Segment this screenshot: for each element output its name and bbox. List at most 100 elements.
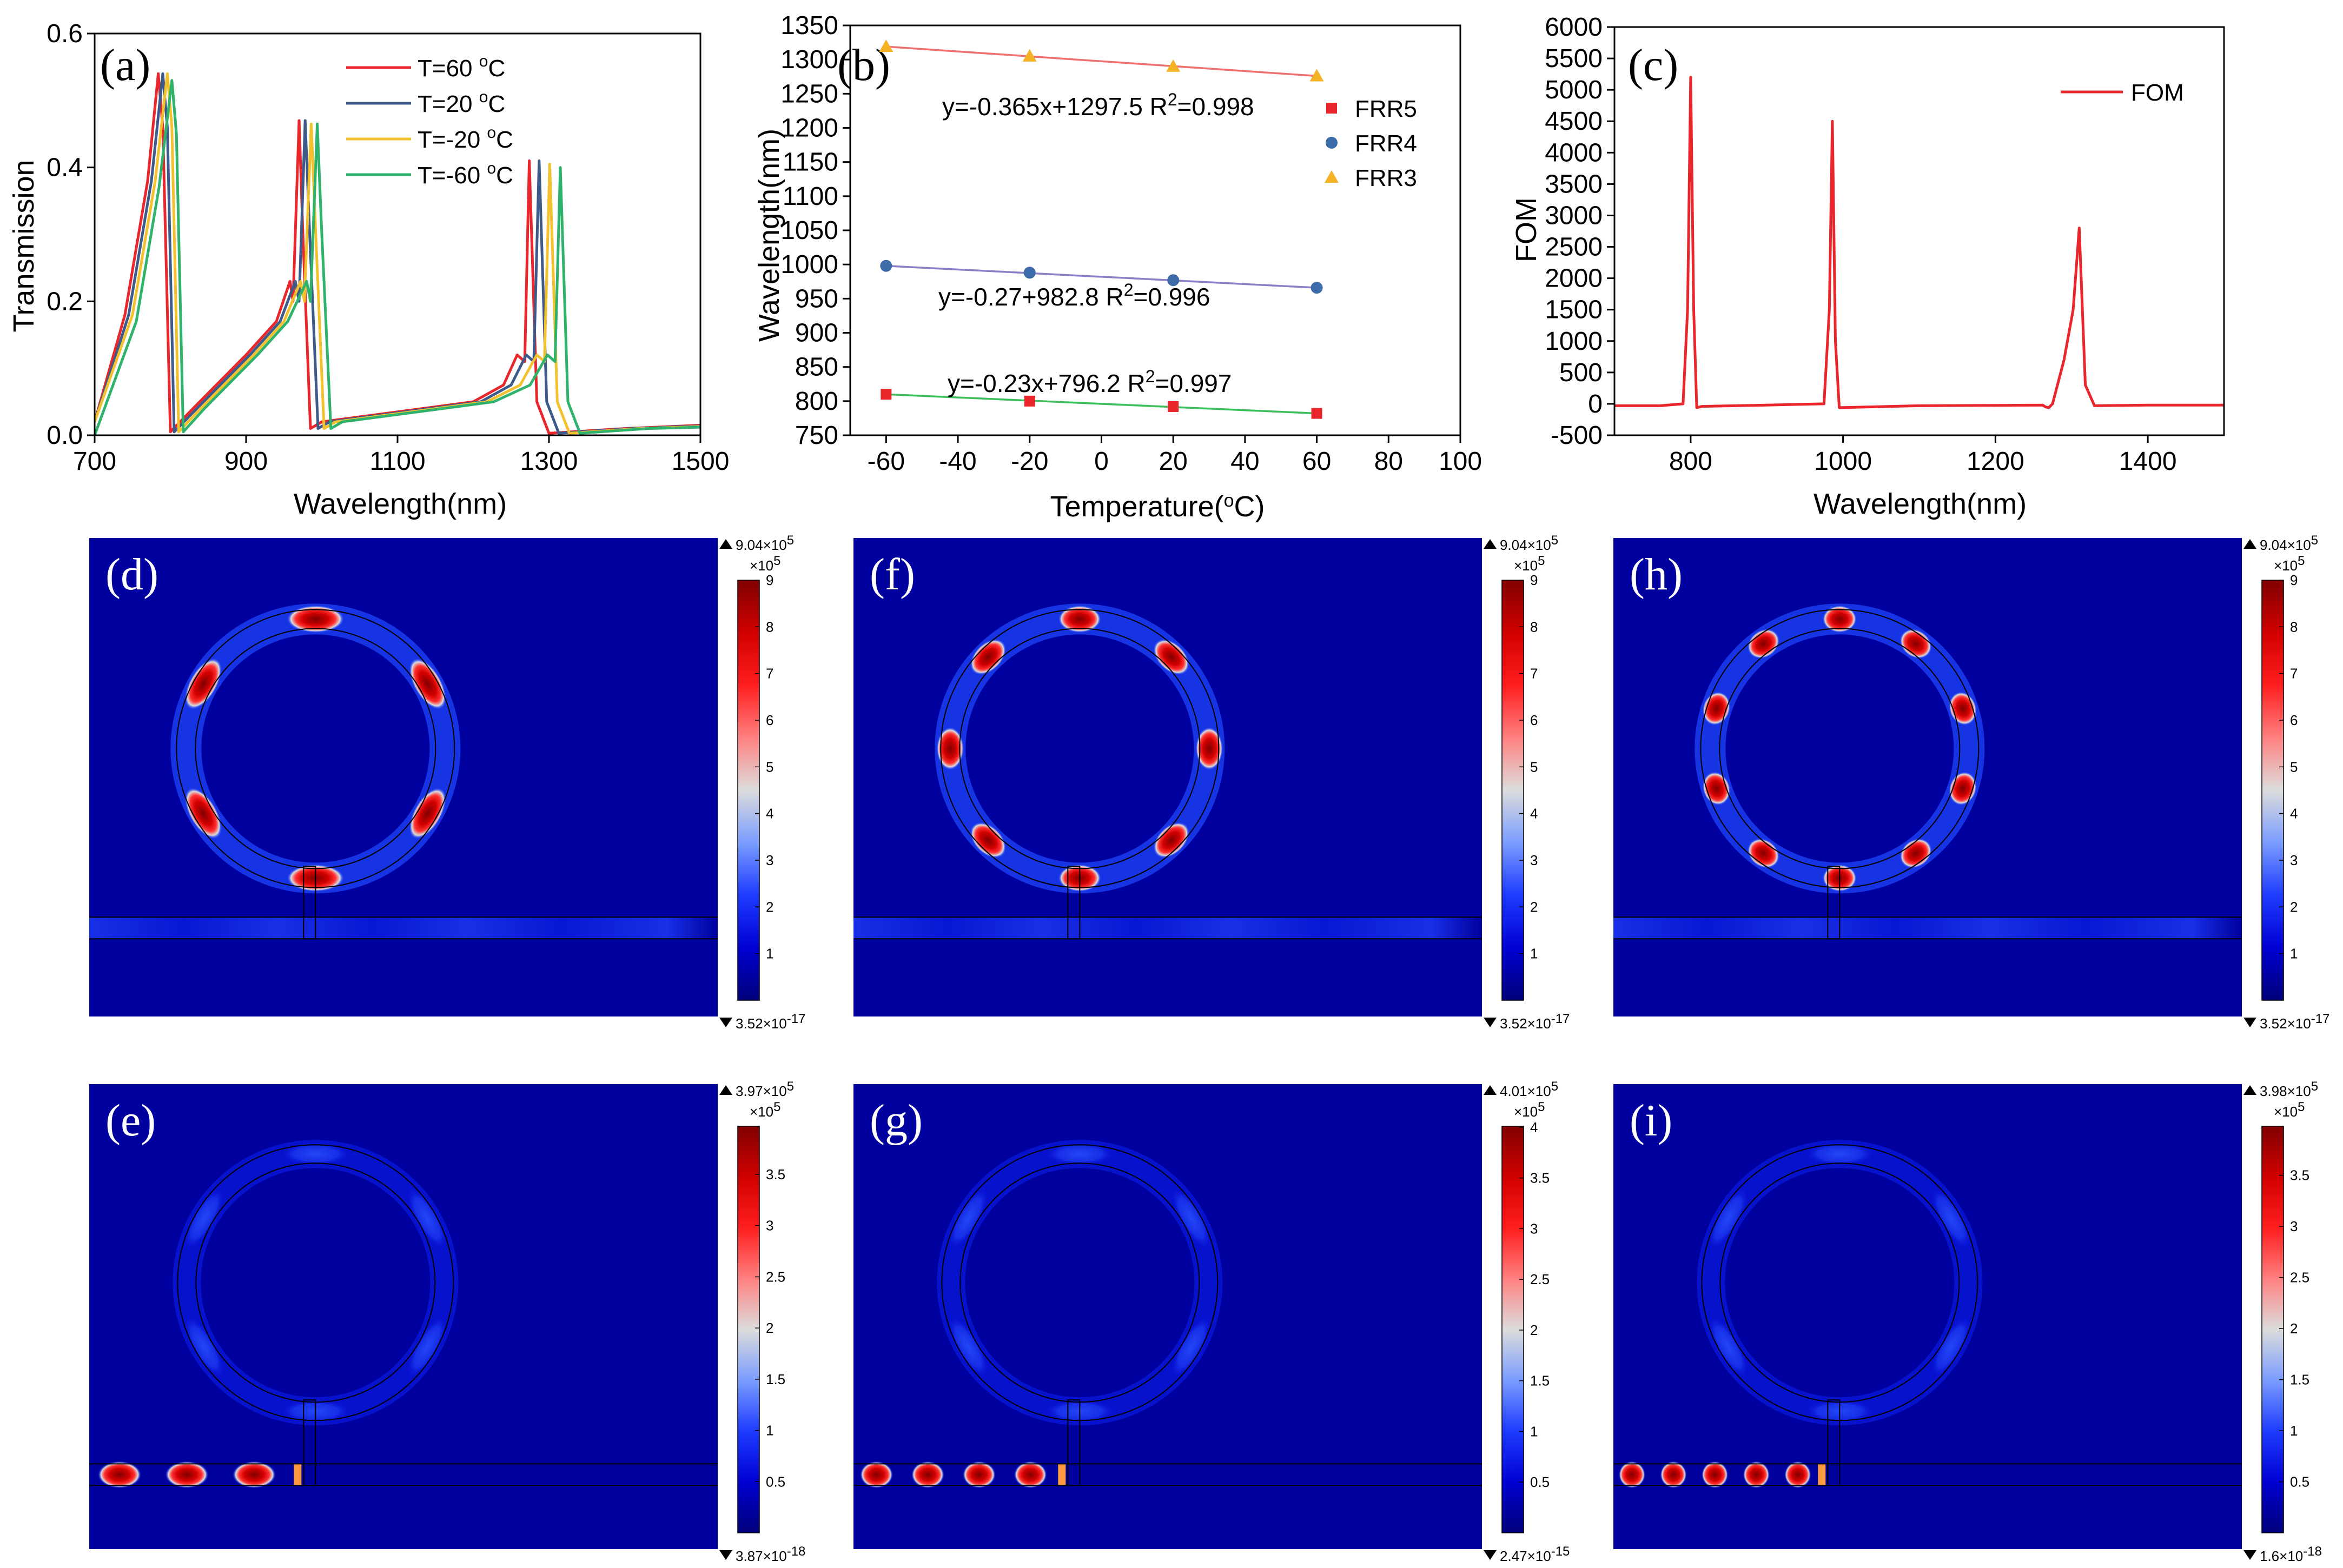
y-tick-label-c: 1000 bbox=[1545, 327, 1603, 356]
colorbar-h bbox=[2261, 580, 2284, 1001]
series-line-a-1 bbox=[95, 72, 700, 435]
bus-hotspot bbox=[1618, 1461, 1645, 1489]
min-exponent: -17 bbox=[2311, 1012, 2330, 1026]
y-tick-label-b: 1100 bbox=[783, 182, 838, 211]
panel-label-g: (g) bbox=[870, 1095, 923, 1146]
x-tick-label-c: 800 bbox=[1669, 447, 1712, 476]
legend-unit: C bbox=[488, 55, 505, 82]
x-tick-label-b: 100 bbox=[1439, 447, 1482, 476]
ring-weak-lobe bbox=[1706, 1185, 1750, 1252]
panel-label-c: (c) bbox=[1628, 40, 1678, 90]
ring-weak-lobe bbox=[1929, 1185, 1974, 1252]
colorbar-tick-label: 1 bbox=[766, 946, 773, 962]
y-tick-label-b: 1200 bbox=[780, 114, 838, 143]
x-axis-label-a: Wavelength(nm) bbox=[294, 488, 507, 520]
colorbar-g bbox=[1501, 1126, 1524, 1533]
colorbar-tick-label: 1.5 bbox=[1530, 1373, 1550, 1389]
min-triangle-icon bbox=[2243, 1550, 2256, 1560]
max-value: 4.01×10 bbox=[1500, 1083, 1551, 1099]
plot-frame-a bbox=[94, 32, 701, 436]
colorbar-tick-label: 2 bbox=[1530, 899, 1538, 915]
x-tick-label-a: 1300 bbox=[520, 447, 578, 476]
colorbar-scale-label: ×105 bbox=[2274, 1100, 2305, 1120]
point-frr3 bbox=[1309, 69, 1324, 82]
field-content bbox=[1613, 1084, 2242, 1549]
series-line-fom bbox=[1614, 76, 2224, 409]
min-value: 3.87×10 bbox=[736, 1548, 787, 1564]
y-tick-label-c: 4000 bbox=[1545, 138, 1603, 167]
coupler-stub bbox=[1827, 1399, 1841, 1486]
scale-exponent: 5 bbox=[2298, 554, 2305, 568]
legend-text: T=-60 bbox=[418, 162, 487, 189]
y-tick-label-b: 1250 bbox=[780, 79, 838, 108]
legend-c: FOM bbox=[2061, 79, 2184, 106]
coupler-hotspot bbox=[1818, 1464, 1826, 1486]
colorbar-tick-label: 2 bbox=[1530, 1322, 1538, 1338]
equation-superscript: 2 bbox=[1146, 367, 1155, 386]
colorbar-tick-label: 1.5 bbox=[766, 1371, 785, 1387]
min-value: 1.6×10 bbox=[2260, 1548, 2303, 1564]
colorbar-i bbox=[2261, 1126, 2284, 1533]
bus-hotspot bbox=[1660, 1461, 1687, 1489]
legend-label-fom: FOM bbox=[2131, 79, 2184, 106]
ring-hotspot bbox=[936, 727, 964, 770]
colorbar-tick-label: 1 bbox=[1530, 1423, 1538, 1439]
bus-hotspot bbox=[233, 1461, 276, 1489]
bus-hotspot bbox=[860, 1461, 893, 1489]
ring-weak-lobe bbox=[1169, 1185, 1214, 1252]
bus-hotspot bbox=[165, 1461, 209, 1489]
ring-hotspot bbox=[1153, 639, 1189, 675]
y-tick-label-a: 0.6 bbox=[47, 19, 83, 48]
equation-text: y=-0.23x+796.2 R bbox=[948, 369, 1146, 397]
bus-hotspot bbox=[1784, 1461, 1811, 1489]
max-triangle-icon bbox=[719, 1085, 732, 1095]
y-tick-label-b: 800 bbox=[795, 387, 838, 416]
y-tick-label-c: 2500 bbox=[1545, 233, 1603, 262]
legend-unit: C bbox=[496, 162, 513, 189]
legend-text: T=60 bbox=[418, 55, 479, 82]
min-value: 3.52×10 bbox=[736, 1015, 787, 1032]
y-tick-label-c: 5500 bbox=[1545, 44, 1603, 73]
colorbar-f bbox=[1501, 580, 1524, 1001]
colorbar-tick-label: 5 bbox=[1530, 759, 1538, 775]
bus-waveguide-field bbox=[89, 917, 718, 939]
colorbar-min-label: 3.87×10-18 bbox=[736, 1544, 805, 1564]
max-value: 9.04×10 bbox=[736, 537, 787, 553]
colorbar-tick-label: 2 bbox=[2290, 899, 2298, 915]
colorbar-tick-label: 9 bbox=[766, 572, 773, 588]
x-tick-label-c: 1000 bbox=[1814, 447, 1872, 476]
colorbar-tick-label: 3.5 bbox=[1530, 1170, 1550, 1186]
panel-a-transmission-chart: (a) T=60 oCT=20 oCT=-20 oCT=-60 oC Wavel… bbox=[8, 19, 729, 520]
scale-base: ×10 bbox=[750, 1104, 773, 1120]
max-value: 9.04×10 bbox=[2260, 537, 2311, 553]
ring-weak-lobe bbox=[946, 1185, 990, 1252]
ring-weak-lobe bbox=[182, 1313, 226, 1380]
colorbar-tick-label: 8 bbox=[2290, 619, 2298, 635]
colorbar-tick-label: 6 bbox=[2290, 712, 2298, 728]
series-line-a-3 bbox=[95, 79, 700, 435]
scale-exponent: 5 bbox=[1538, 554, 1545, 568]
ring-hotspot bbox=[1822, 605, 1857, 633]
panel-label-a: (a) bbox=[100, 40, 150, 90]
scale-exponent: 5 bbox=[773, 554, 780, 568]
colorbar-tick-label: 3 bbox=[1530, 1220, 1538, 1237]
field-content bbox=[89, 1084, 718, 1549]
colorbar-tick-label: 0.5 bbox=[1530, 1474, 1550, 1490]
legend-degree: o bbox=[487, 160, 496, 177]
colorbar-tick-label: 5 bbox=[766, 759, 773, 775]
colorbar-tick-label: 3 bbox=[2290, 852, 2298, 868]
colorbar-tick-label: 0.5 bbox=[2290, 1474, 2309, 1490]
x-tick-label-b: -40 bbox=[939, 447, 976, 476]
point-frr3 bbox=[1166, 59, 1181, 72]
fit-line-frr5 bbox=[886, 393, 1317, 415]
colorbar-max-label: 9.04×105 bbox=[2260, 533, 2318, 553]
ring-hotspot bbox=[970, 639, 1007, 675]
y-axis-label-c: FOM bbox=[1510, 197, 1543, 262]
min-triangle-icon bbox=[2243, 1018, 2256, 1027]
bus-hotspot bbox=[1014, 1461, 1047, 1489]
max-exponent: 5 bbox=[2311, 1079, 2318, 1094]
ring-hotspot bbox=[1899, 629, 1932, 659]
coupler-stub bbox=[1067, 1399, 1081, 1486]
